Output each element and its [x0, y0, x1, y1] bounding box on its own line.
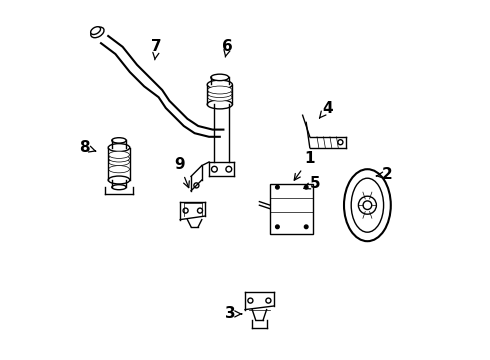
Ellipse shape: [208, 90, 232, 98]
Ellipse shape: [344, 169, 391, 241]
Circle shape: [183, 208, 188, 213]
Ellipse shape: [112, 185, 126, 190]
Text: 5: 5: [304, 176, 320, 191]
Ellipse shape: [112, 138, 126, 143]
Text: 2: 2: [376, 167, 392, 182]
Circle shape: [304, 185, 308, 189]
Ellipse shape: [91, 27, 104, 38]
Ellipse shape: [208, 93, 232, 101]
Circle shape: [248, 298, 253, 303]
Ellipse shape: [108, 144, 130, 152]
Circle shape: [194, 183, 199, 188]
Ellipse shape: [108, 176, 130, 184]
Text: 6: 6: [222, 39, 233, 57]
Circle shape: [226, 166, 232, 172]
Circle shape: [363, 201, 372, 210]
Ellipse shape: [207, 100, 232, 109]
Circle shape: [266, 298, 271, 303]
Ellipse shape: [91, 27, 100, 35]
Circle shape: [197, 208, 202, 213]
Circle shape: [275, 225, 279, 229]
Text: 1: 1: [294, 151, 315, 180]
Ellipse shape: [109, 151, 129, 158]
Text: 4: 4: [319, 100, 333, 118]
Circle shape: [358, 196, 376, 214]
Text: 7: 7: [151, 39, 162, 60]
Text: 9: 9: [174, 157, 189, 188]
Circle shape: [275, 185, 279, 189]
Ellipse shape: [109, 158, 129, 166]
Circle shape: [338, 140, 343, 145]
Text: 8: 8: [79, 140, 96, 155]
Circle shape: [304, 225, 308, 229]
Ellipse shape: [211, 74, 229, 81]
Bar: [270, 184, 314, 234]
Ellipse shape: [109, 166, 129, 173]
Circle shape: [212, 166, 217, 172]
Ellipse shape: [208, 86, 232, 94]
Ellipse shape: [207, 80, 232, 89]
Ellipse shape: [109, 155, 129, 162]
Text: 3: 3: [225, 306, 242, 321]
Ellipse shape: [351, 178, 384, 232]
